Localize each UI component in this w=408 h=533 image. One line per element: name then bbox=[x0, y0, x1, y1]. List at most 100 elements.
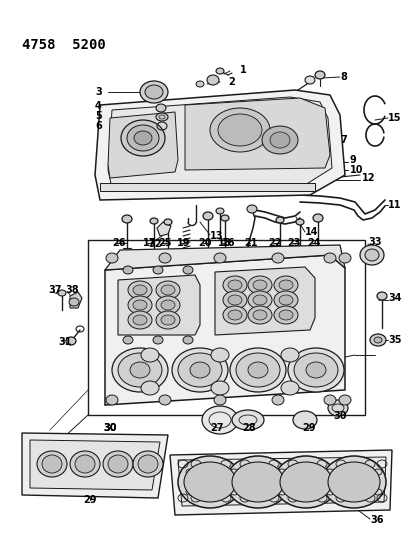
Text: 30: 30 bbox=[333, 411, 346, 421]
Ellipse shape bbox=[281, 348, 299, 362]
Ellipse shape bbox=[339, 253, 351, 263]
Ellipse shape bbox=[270, 132, 290, 148]
Ellipse shape bbox=[279, 295, 293, 305]
Ellipse shape bbox=[328, 462, 380, 502]
Text: 1: 1 bbox=[240, 65, 247, 75]
Ellipse shape bbox=[134, 131, 152, 145]
Ellipse shape bbox=[232, 410, 264, 430]
Ellipse shape bbox=[106, 253, 118, 263]
Ellipse shape bbox=[306, 362, 326, 378]
Text: 20: 20 bbox=[198, 238, 211, 248]
Text: 2: 2 bbox=[228, 77, 235, 87]
Polygon shape bbox=[70, 292, 82, 308]
Ellipse shape bbox=[274, 291, 298, 309]
Ellipse shape bbox=[123, 266, 133, 274]
Ellipse shape bbox=[133, 315, 147, 325]
Text: 9: 9 bbox=[350, 155, 357, 165]
Ellipse shape bbox=[108, 455, 128, 473]
Ellipse shape bbox=[253, 310, 267, 320]
Ellipse shape bbox=[121, 120, 165, 156]
Ellipse shape bbox=[156, 311, 180, 329]
Ellipse shape bbox=[70, 451, 100, 477]
Text: 4: 4 bbox=[95, 101, 102, 111]
Polygon shape bbox=[185, 98, 330, 170]
Ellipse shape bbox=[161, 285, 175, 295]
Ellipse shape bbox=[128, 296, 152, 314]
Ellipse shape bbox=[296, 219, 304, 225]
Polygon shape bbox=[105, 255, 345, 405]
Ellipse shape bbox=[58, 290, 66, 296]
Text: 35: 35 bbox=[388, 335, 401, 345]
Ellipse shape bbox=[226, 456, 290, 508]
Text: 12: 12 bbox=[362, 173, 375, 183]
Ellipse shape bbox=[370, 334, 386, 346]
Polygon shape bbox=[178, 457, 386, 506]
Ellipse shape bbox=[248, 276, 272, 294]
Text: 33: 33 bbox=[368, 237, 381, 247]
Ellipse shape bbox=[133, 451, 163, 477]
Ellipse shape bbox=[324, 253, 336, 263]
Ellipse shape bbox=[196, 81, 204, 87]
Ellipse shape bbox=[184, 462, 236, 502]
Ellipse shape bbox=[118, 353, 162, 387]
Ellipse shape bbox=[274, 276, 298, 294]
Ellipse shape bbox=[276, 217, 284, 223]
Ellipse shape bbox=[248, 362, 268, 378]
Text: 28: 28 bbox=[242, 423, 256, 433]
Ellipse shape bbox=[156, 113, 168, 121]
Ellipse shape bbox=[230, 348, 286, 392]
Ellipse shape bbox=[172, 348, 228, 392]
Ellipse shape bbox=[138, 455, 158, 473]
Ellipse shape bbox=[274, 456, 338, 508]
Ellipse shape bbox=[161, 315, 175, 325]
Ellipse shape bbox=[127, 125, 159, 151]
Ellipse shape bbox=[272, 253, 284, 263]
Text: 37: 37 bbox=[48, 285, 62, 295]
Text: 34: 34 bbox=[388, 293, 401, 303]
Ellipse shape bbox=[130, 362, 150, 378]
Text: 29: 29 bbox=[83, 495, 97, 505]
Ellipse shape bbox=[324, 395, 336, 405]
Ellipse shape bbox=[274, 306, 298, 324]
Ellipse shape bbox=[133, 285, 147, 295]
Ellipse shape bbox=[280, 462, 332, 502]
Ellipse shape bbox=[150, 218, 158, 224]
Ellipse shape bbox=[236, 353, 280, 387]
Text: 18: 18 bbox=[218, 238, 232, 248]
Ellipse shape bbox=[128, 311, 152, 329]
Ellipse shape bbox=[218, 114, 262, 146]
Ellipse shape bbox=[122, 215, 132, 223]
Ellipse shape bbox=[140, 81, 168, 103]
Ellipse shape bbox=[178, 456, 242, 508]
Ellipse shape bbox=[37, 451, 67, 477]
Ellipse shape bbox=[248, 306, 272, 324]
Polygon shape bbox=[105, 245, 345, 270]
Ellipse shape bbox=[221, 215, 229, 221]
Text: 26: 26 bbox=[112, 238, 126, 248]
Ellipse shape bbox=[214, 395, 226, 405]
Ellipse shape bbox=[374, 337, 382, 343]
Text: 3: 3 bbox=[95, 87, 102, 97]
Text: 22: 22 bbox=[268, 238, 282, 248]
Ellipse shape bbox=[253, 295, 267, 305]
Ellipse shape bbox=[123, 336, 133, 344]
Text: 25: 25 bbox=[158, 238, 171, 248]
Ellipse shape bbox=[153, 336, 163, 344]
Text: 8: 8 bbox=[340, 72, 347, 82]
Polygon shape bbox=[22, 433, 168, 498]
Ellipse shape bbox=[141, 348, 159, 362]
Text: 21: 21 bbox=[244, 238, 257, 248]
Text: 10: 10 bbox=[350, 165, 364, 175]
Text: 15: 15 bbox=[388, 113, 401, 123]
Ellipse shape bbox=[128, 281, 152, 299]
Text: 19: 19 bbox=[177, 238, 191, 248]
Text: 5: 5 bbox=[95, 111, 102, 121]
Ellipse shape bbox=[248, 291, 272, 309]
Ellipse shape bbox=[216, 68, 224, 74]
Ellipse shape bbox=[106, 395, 118, 405]
Text: 16: 16 bbox=[222, 238, 235, 248]
Text: 38: 38 bbox=[65, 285, 79, 295]
Ellipse shape bbox=[103, 451, 133, 477]
Ellipse shape bbox=[141, 381, 159, 395]
Text: 7: 7 bbox=[340, 135, 347, 145]
